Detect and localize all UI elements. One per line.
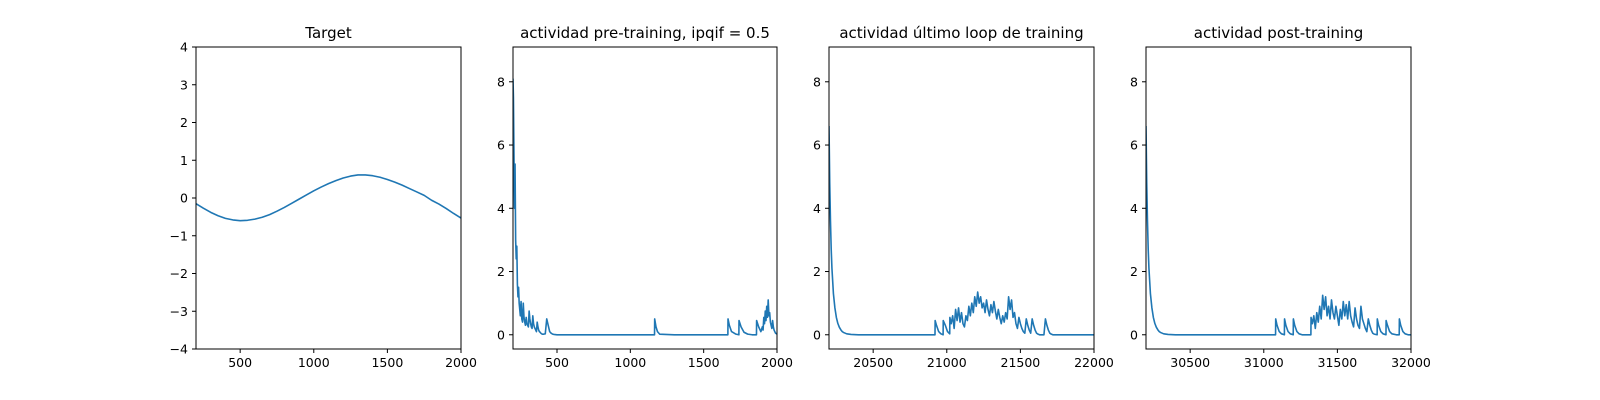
chart-panel-2: 500 1000 1500 2000 0 2 4 6 8 actividad pre-traini… bbox=[497, 24, 793, 370]
y-tick-label: 2 bbox=[180, 115, 188, 130]
y-tick-label: 0 bbox=[180, 191, 188, 206]
y-tick-label: −3 bbox=[170, 304, 188, 319]
y-tick-label: 6 bbox=[813, 138, 821, 153]
series-line-1 bbox=[513, 78, 777, 336]
x-tick-label: 21500 bbox=[1001, 355, 1041, 370]
chart-panel-4: 30500 31000 31500 32000 0 2 4 6 8 actividad post-… bbox=[1130, 24, 1431, 370]
x-tick-label: 22000 bbox=[1074, 355, 1114, 370]
y-tick-label: 0 bbox=[1130, 327, 1138, 342]
axes-frame bbox=[1145, 46, 1412, 350]
chart-title: actividad último loop de training bbox=[839, 24, 1083, 42]
y-tick-label: 2 bbox=[497, 264, 505, 279]
y-tick-label: 6 bbox=[1130, 138, 1138, 153]
y-tick-label: 6 bbox=[497, 138, 505, 153]
x-tick-label: 30500 bbox=[1170, 355, 1210, 370]
x-tick-label: 31000 bbox=[1244, 355, 1284, 370]
x-tick-label: 31500 bbox=[1318, 355, 1358, 370]
y-tick-label: 3 bbox=[180, 77, 188, 92]
axes-frame bbox=[512, 46, 778, 350]
x-tick-label: 500 bbox=[228, 355, 252, 370]
chart-title: actividad post-training bbox=[1194, 24, 1363, 42]
series-line-1 bbox=[829, 126, 1094, 336]
y-tick-label: 0 bbox=[813, 327, 821, 342]
y-tick-label: 8 bbox=[497, 74, 505, 89]
y-tick-label: 4 bbox=[813, 201, 821, 216]
chart-title: actividad pre-training, ipqif = 0.5 bbox=[520, 24, 770, 42]
x-tick-label: 21000 bbox=[927, 355, 967, 370]
series-line-1 bbox=[1146, 126, 1411, 336]
axes-frame bbox=[828, 46, 1095, 350]
y-tick-label: 4 bbox=[497, 201, 505, 216]
x-tick-label: 1500 bbox=[688, 355, 720, 370]
y-tick-label: 4 bbox=[1130, 201, 1138, 216]
y-tick-label: 1 bbox=[180, 153, 188, 168]
x-tick-label: 32000 bbox=[1391, 355, 1431, 370]
chart-title: Target bbox=[304, 24, 352, 42]
y-tick-label: 8 bbox=[1130, 74, 1138, 89]
x-tick-label: 2000 bbox=[761, 355, 793, 370]
y-tick-label: −4 bbox=[170, 342, 188, 357]
y-tick-label: 2 bbox=[813, 264, 821, 279]
y-tick-label: 4 bbox=[180, 40, 188, 55]
x-tick-label: 1500 bbox=[371, 355, 403, 370]
x-tick-label: 500 bbox=[545, 355, 569, 370]
y-tick-label: 8 bbox=[813, 74, 821, 89]
series-line-1 bbox=[196, 174, 461, 222]
y-tick-label: −2 bbox=[170, 266, 188, 281]
y-tick-label: 2 bbox=[1130, 264, 1138, 279]
y-tick-label: −1 bbox=[170, 228, 188, 243]
x-tick-label: 2000 bbox=[445, 355, 477, 370]
x-tick-label: 1000 bbox=[298, 355, 330, 370]
chart-panel-3: 20500 21000 21500 22000 0 2 4 6 8 actividad últim… bbox=[813, 24, 1114, 370]
y-tick-label: 0 bbox=[497, 327, 505, 342]
x-tick-label: 1000 bbox=[614, 355, 646, 370]
x-tick-label: 20500 bbox=[853, 355, 893, 370]
chart-panel-1: 500 1000 1500 2000 −4 −3 −2 −1 0 1 2 3 4 Target bbox=[170, 24, 477, 370]
